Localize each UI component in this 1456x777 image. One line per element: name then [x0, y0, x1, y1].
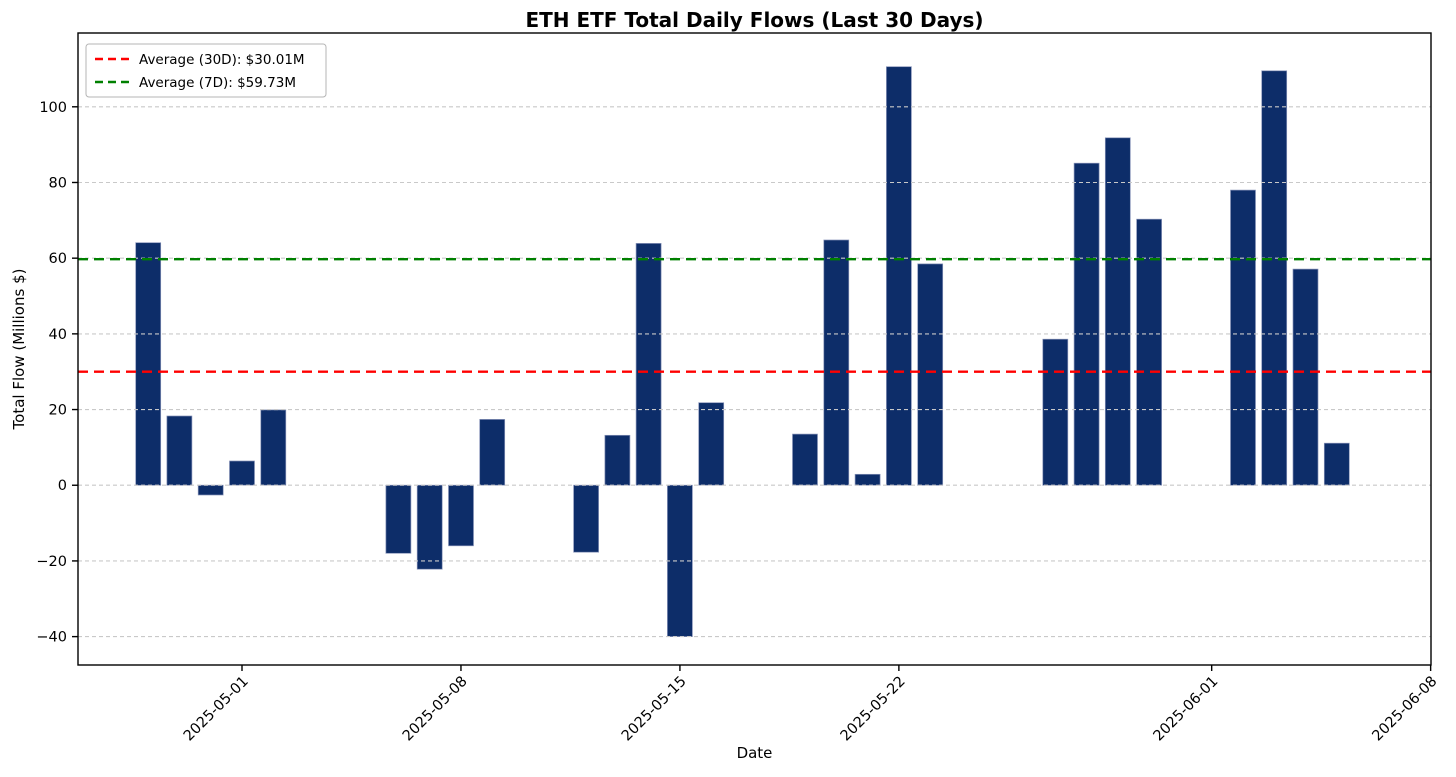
bars-series — [135, 66, 1350, 637]
y-tick-label-0: 0 — [58, 478, 67, 494]
x-tick-label-2025-05-08: 2025-05-08 — [400, 674, 471, 745]
bar-2025-05-13 — [604, 434, 631, 486]
legend-label-30d: Average (30D): $30.01M — [139, 52, 305, 68]
bar-2025-05-20 — [823, 239, 850, 486]
bar-2025-06-05 — [1323, 442, 1350, 486]
bar-2025-05-30 — [1136, 218, 1162, 486]
bar-2025-04-30 — [197, 484, 224, 496]
y-tick-label-80: 80 — [49, 175, 67, 191]
bar-2025-05-27 — [1042, 338, 1069, 486]
bar-2025-05-01 — [229, 460, 255, 486]
bar-2025-05-29 — [1104, 137, 1131, 486]
y-axis-ticks: −40 −20 0 20 40 60 80 100 — [36, 100, 78, 646]
chart-title: ETH ETF Total Daily Flows (Last 30 Days) — [525, 8, 983, 32]
y-tick-label-40: 40 — [49, 327, 67, 343]
x-tick-label-2025-06-08: 2025-06-08 — [1370, 674, 1441, 745]
bar-2025-05-12 — [573, 484, 599, 553]
bar-2025-05-28 — [1073, 162, 1100, 486]
bar-2025-04-28 — [135, 242, 162, 486]
bar-2025-05-14 — [635, 243, 662, 486]
x-axis-label: Date — [737, 744, 773, 762]
bar-2025-06-04 — [1292, 268, 1319, 486]
bar-2025-04-29 — [166, 415, 193, 486]
bar-2025-05-21 — [854, 473, 881, 486]
bar-2025-05-06 — [385, 484, 412, 554]
y-axis-label: Total Flow (Millions $) — [10, 269, 28, 431]
legend-label-7d: Average (7D): $59.73M — [139, 75, 296, 91]
y-tick-label--20: −20 — [36, 554, 67, 570]
bar-2025-05-16 — [698, 402, 725, 486]
legend: Average (30D): $30.01M Average (7D): $59.… — [85, 43, 327, 98]
bar-2025-05-19 — [792, 433, 818, 486]
x-tick-label-2025-05-22: 2025-05-22 — [838, 674, 909, 745]
y-tick-label--40: −40 — [36, 630, 67, 646]
bar-2025-05-22 — [886, 66, 912, 486]
bar-2025-05-08 — [448, 484, 474, 547]
bar-2025-05-07 — [416, 484, 443, 570]
x-tick-label-2025-05-15: 2025-05-15 — [619, 674, 690, 745]
x-tick-label-2025-06-01: 2025-06-01 — [1151, 674, 1222, 745]
reference-lines — [78, 258, 1431, 373]
legend-box — [85, 43, 327, 98]
y-tick-label-60: 60 — [49, 251, 67, 267]
x-tick-label-2025-05-01: 2025-05-01 — [181, 674, 252, 745]
y-tick-label-20: 20 — [49, 403, 67, 419]
bar-2025-06-02 — [1230, 189, 1256, 486]
bar-2025-05-02 — [260, 409, 287, 486]
x-axis-ticks: 2025-05-01 2025-05-08 2025-05-15 2025-05-22… — [181, 665, 1441, 745]
bar-2025-06-03 — [1261, 70, 1288, 486]
y-tick-label-100: 100 — [39, 100, 67, 116]
bar-2025-05-23 — [917, 263, 944, 486]
plot-border — [77, 32, 1432, 666]
bar-2025-05-09 — [479, 419, 506, 486]
